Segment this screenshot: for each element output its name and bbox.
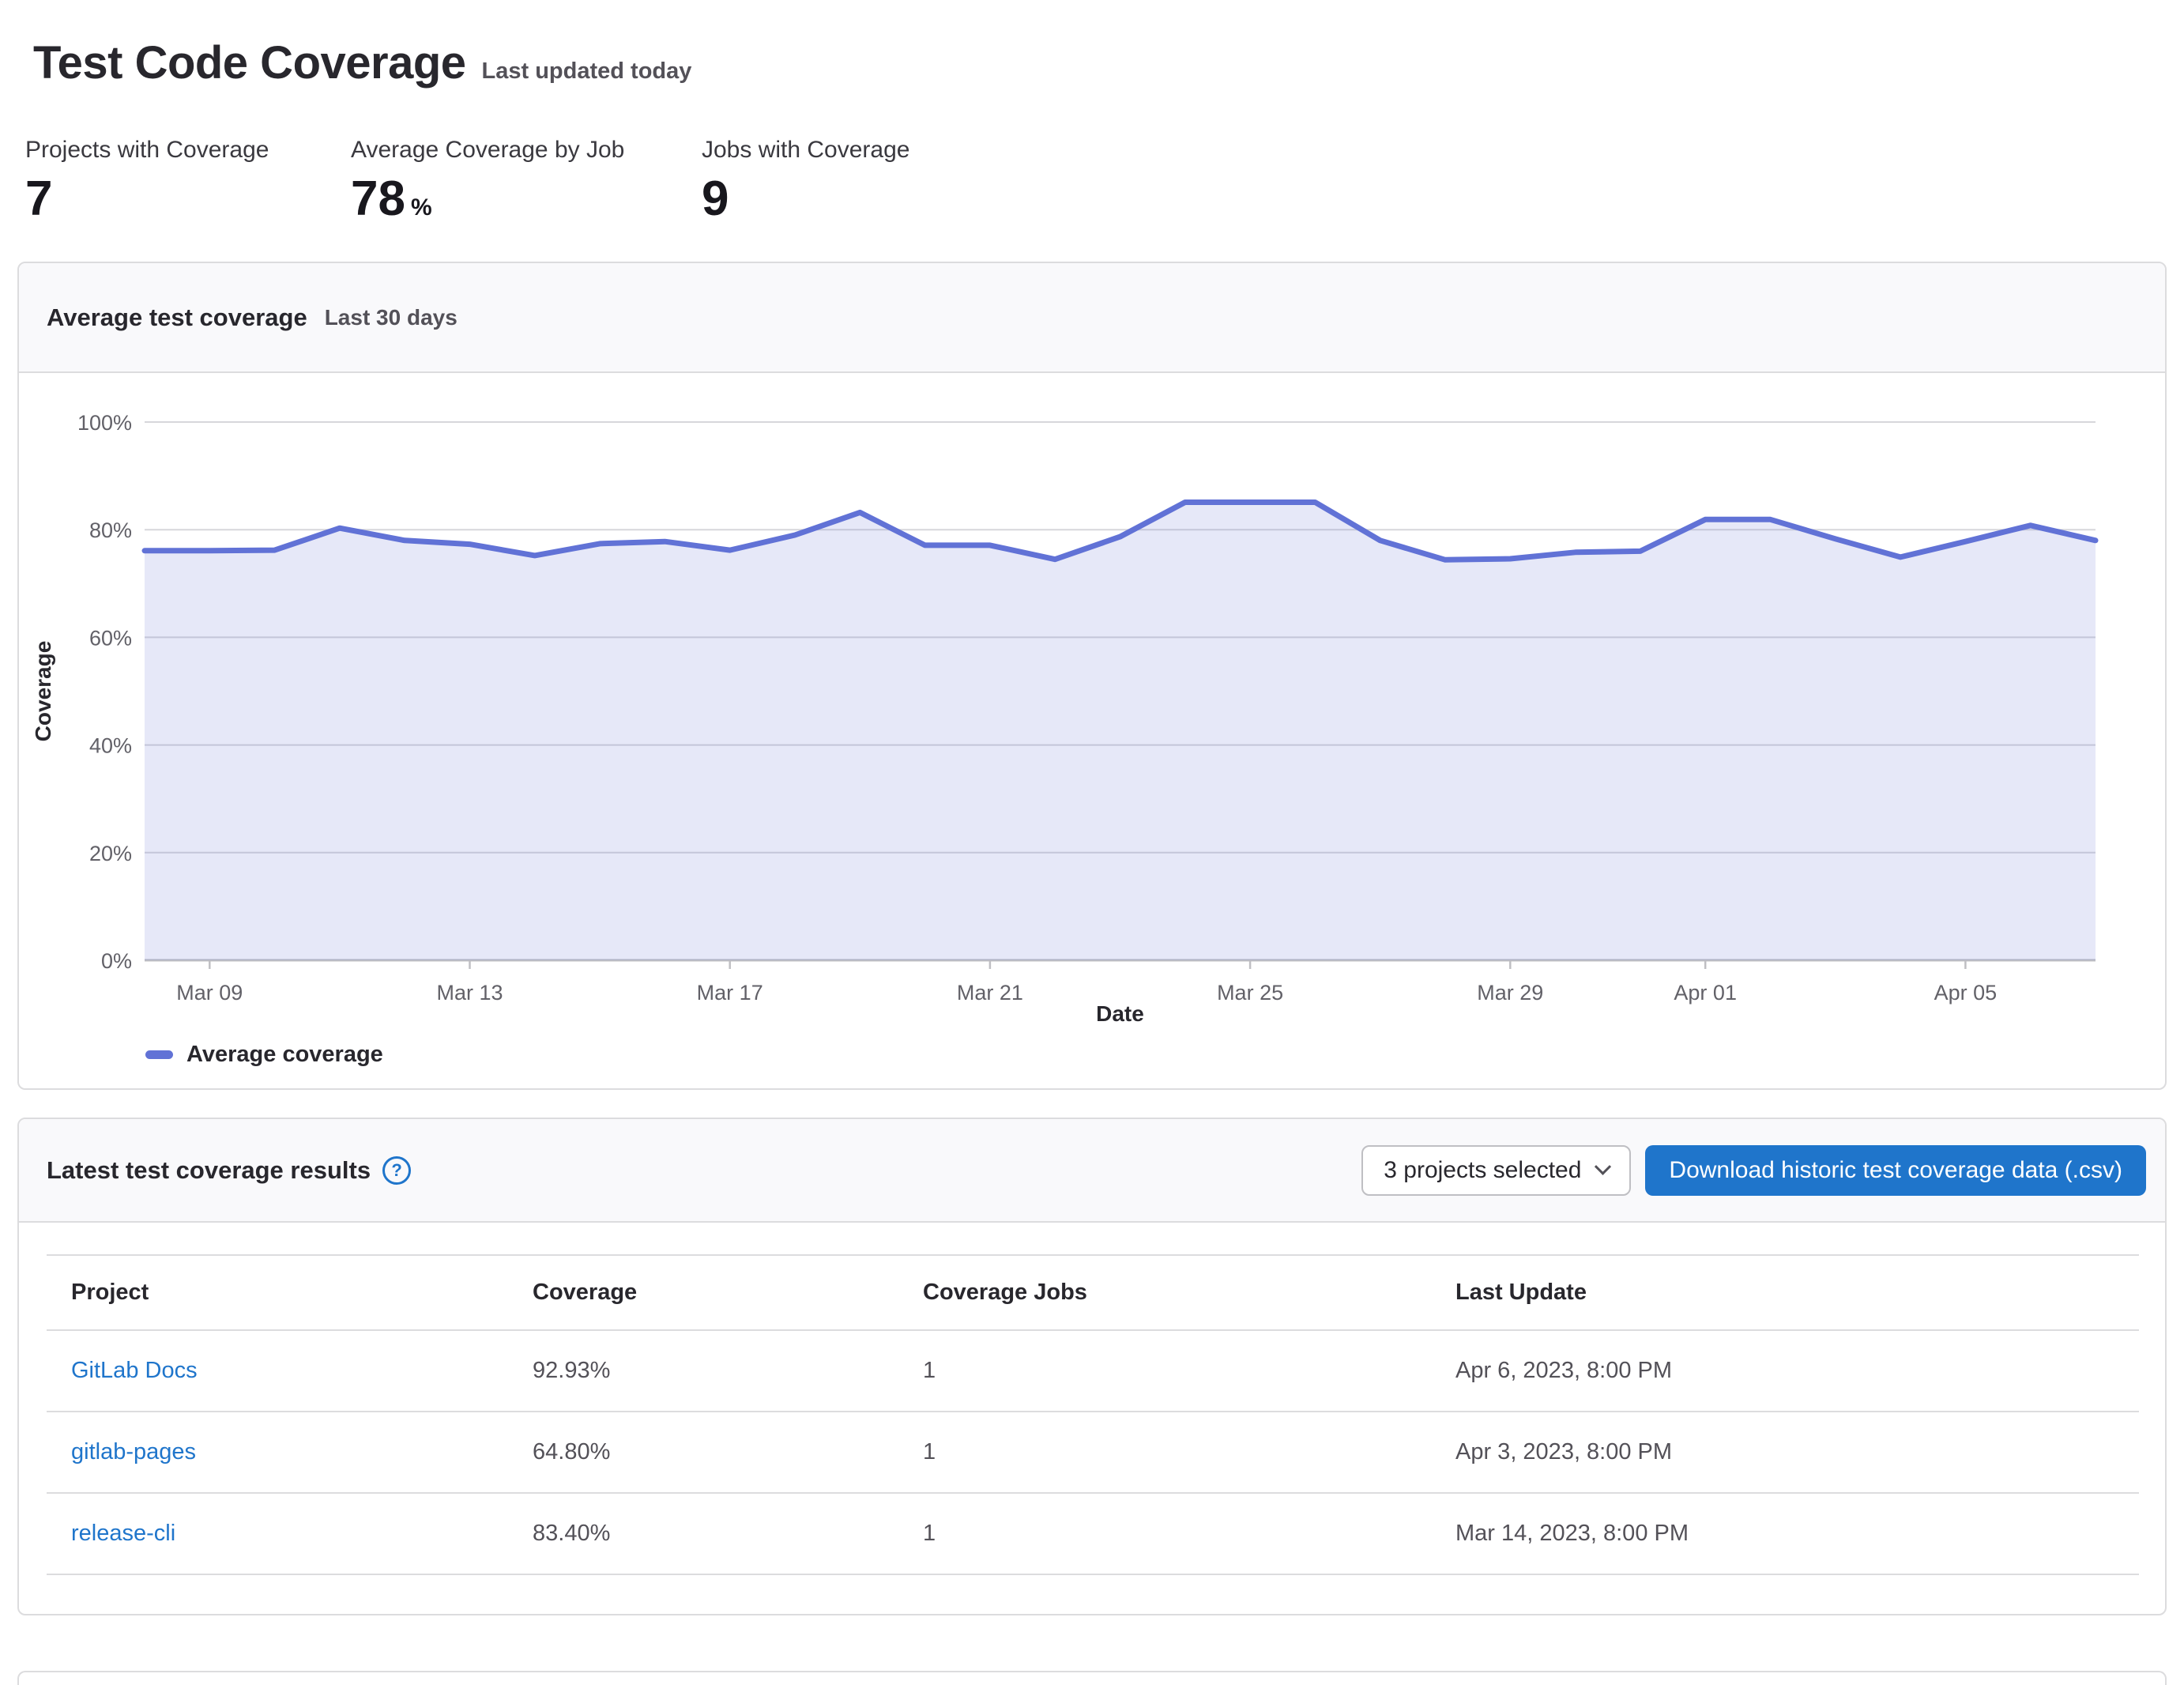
column-header-coverage: Coverage [508, 1254, 898, 1331]
coverage-jobs-cell: 1 [898, 1493, 1431, 1575]
download-csv-button[interactable]: Download historic test coverage data (.c… [1645, 1144, 2146, 1196]
area-fill [145, 502, 2096, 960]
stat-label: Jobs with Coverage [702, 137, 910, 163]
y-tick-label: 80% [89, 518, 132, 542]
chart-card-header: Average test coverage Last 30 days [19, 263, 2165, 373]
table-row: release-cli 83.40% 1 Mar 14, 2023, 8:00 … [47, 1493, 2139, 1575]
x-tick-label: Mar 17 [697, 981, 763, 1005]
last-update-cell: Apr 6, 2023, 8:00 PM [1431, 1330, 2139, 1412]
y-tick-label: 0% [101, 949, 132, 973]
coverage-cell: 92.93% [508, 1330, 898, 1412]
stat-label: Projects with Coverage [25, 137, 269, 163]
table-row: GitLab Docs 92.93% 1 Apr 6, 2023, 8:00 P… [47, 1330, 2139, 1412]
project-link[interactable]: release-cli [71, 1521, 176, 1546]
y-axis-title: Coverage [31, 641, 55, 742]
coverage-cell: 64.80% [508, 1412, 898, 1494]
chart-card-subtitle: Last 30 days [324, 304, 458, 330]
chart-card-title: Average test coverage [47, 303, 307, 331]
coverage-jobs-cell: 1 [898, 1330, 1431, 1412]
last-updated-text: Last updated today [481, 58, 692, 84]
average-test-coverage-card: Average test coverage Last 30 days 0% 20%… [17, 262, 2167, 1090]
y-tick-label: 20% [89, 842, 132, 865]
stat-average-coverage-by-job: Average Coverage by Job 78 % [351, 135, 702, 227]
x-tick-label: Mar 29 [1477, 981, 1543, 1005]
stats-row: Projects with Coverage 7 Average Coverag… [25, 135, 2167, 227]
column-header-coverage-jobs: Coverage Jobs [898, 1254, 1431, 1331]
legend-label: Average coverage [186, 1041, 383, 1067]
latest-test-coverage-results-card: Latest test coverage results ? 3 project… [17, 1118, 2167, 1615]
stat-jobs-with-coverage: Jobs with Coverage 9 [702, 135, 909, 227]
x-axis-title: Date [1096, 1001, 1144, 1026]
y-tick-label: 100% [77, 411, 132, 435]
stat-projects-with-coverage: Projects with Coverage 7 [25, 135, 351, 227]
column-header-project: Project [47, 1254, 508, 1331]
x-tick-label: Mar 09 [176, 981, 243, 1005]
results-controls: 3 projects selected Download historic te… [1361, 1144, 2146, 1196]
page-header: Test Code Coverage Last updated today [33, 36, 2167, 89]
coverage-jobs-cell: 1 [898, 1412, 1431, 1494]
project-link[interactable]: gitlab-pages [71, 1439, 196, 1464]
average-coverage-line [141, 499, 2099, 563]
x-tick-label: Apr 01 [1674, 981, 1737, 1005]
x-tick-label: Apr 05 [1934, 981, 1998, 1005]
results-card-header: Latest test coverage results ? 3 project… [19, 1119, 2165, 1223]
projects-selected-label: 3 projects selected [1384, 1156, 1582, 1183]
results-card-title: Latest test coverage results [47, 1155, 371, 1184]
stat-label: Average Coverage by Job [351, 137, 625, 163]
page-title: Test Code Coverage [33, 37, 466, 89]
table-row: gitlab-pages 64.80% 1 Apr 3, 2023, 8:00 … [47, 1412, 2139, 1494]
x-tick-label: Mar 13 [436, 981, 503, 1005]
coverage-area-chart[interactable]: 0% 20% 40% 60% 80% 100% Mar 09 Mar 13 Mar 17 Mar … [19, 373, 2167, 1035]
coverage-results-table: Project Coverage Coverage Jobs Last Upda… [47, 1254, 2139, 1575]
chart-legend[interactable]: Average coverage [145, 1035, 2165, 1073]
y-tick-label: 40% [89, 734, 132, 758]
table-header-row: Project Coverage Coverage Jobs Last Upda… [47, 1254, 2139, 1331]
legend-line-swatch [145, 1050, 173, 1059]
y-tick-label: 60% [89, 626, 132, 650]
help-question-icon[interactable]: ? [382, 1155, 412, 1185]
stat-suffix: % [410, 194, 432, 221]
stat-value: 78 [351, 172, 405, 226]
chevron-down-icon [1595, 1158, 1612, 1175]
stat-value: 7 [25, 172, 53, 226]
x-tick-label: Mar 25 [1217, 981, 1283, 1005]
stat-value: 9 [702, 172, 729, 226]
project-link[interactable]: GitLab Docs [71, 1358, 198, 1383]
last-update-cell: Apr 3, 2023, 8:00 PM [1431, 1412, 2139, 1494]
next-card-top-edge [17, 1671, 2167, 1685]
x-tick-label: Mar 21 [957, 981, 1023, 1005]
coverage-cell: 83.40% [508, 1493, 898, 1575]
last-update-cell: Mar 14, 2023, 8:00 PM [1431, 1493, 2139, 1575]
projects-selected-dropdown[interactable]: 3 projects selected [1361, 1144, 1632, 1196]
column-header-last-update: Last Update [1431, 1254, 2139, 1331]
chart-body: 0% 20% 40% 60% 80% 100% Mar 09 Mar 13 Mar 17 Mar … [19, 373, 2165, 1073]
